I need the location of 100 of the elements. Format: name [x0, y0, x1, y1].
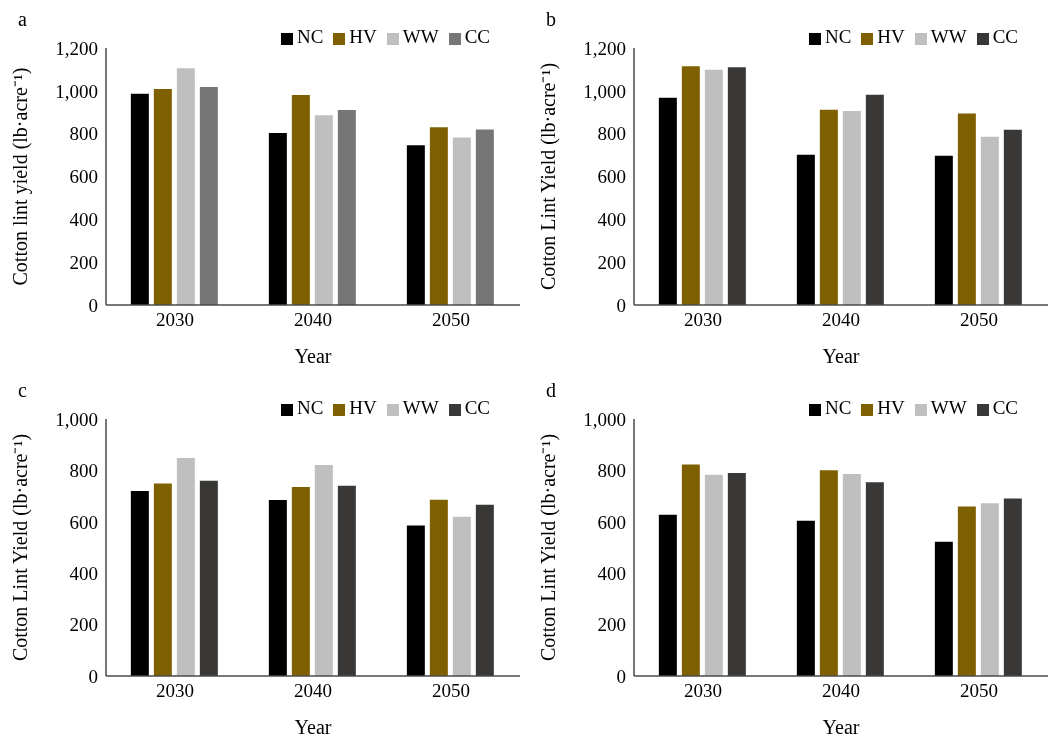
legend-label: NC	[824, 26, 852, 47]
bar	[727, 472, 746, 676]
bar	[681, 464, 700, 676]
legend-label: WW	[930, 397, 967, 418]
x-axis-title: Year	[822, 716, 860, 738]
x-tick-label: 2040	[822, 309, 860, 331]
y-axis-title: Cotton Lint Yield (lb·acre⁻¹)	[537, 62, 561, 291]
legend-label: WW	[402, 26, 439, 47]
y-tick-label: 600	[69, 511, 98, 533]
bar	[704, 474, 723, 676]
chart-title: d	[546, 379, 556, 402]
y-tick-label: 800	[597, 123, 626, 145]
y-tick-label: 1,000	[55, 408, 98, 430]
y-tick-label: 600	[69, 166, 98, 188]
y-tick-label: 1,000	[583, 80, 626, 102]
x-tick-label: 2030	[684, 309, 722, 331]
bar	[291, 94, 310, 305]
bar	[865, 94, 884, 305]
bar	[291, 487, 310, 676]
bar	[406, 145, 425, 305]
legend-label: HV	[877, 26, 905, 47]
bar	[842, 474, 861, 676]
bar	[199, 86, 218, 305]
bar	[199, 480, 218, 676]
bar	[130, 490, 149, 676]
bar	[337, 110, 356, 305]
x-tick-label: 2050	[432, 309, 470, 331]
bar	[727, 67, 746, 305]
x-tick-label: 2030	[156, 309, 194, 331]
bar	[980, 503, 999, 676]
bar	[475, 129, 494, 305]
y-tick-label: 200	[597, 614, 626, 636]
legend-label: CC	[464, 397, 490, 418]
y-axis-title: Cotton Lint Yield (lb·acre⁻¹)	[537, 433, 561, 662]
chart-title: c	[18, 379, 27, 402]
legend-label: NC	[296, 397, 324, 418]
y-tick-label: 0	[88, 294, 98, 316]
legend-label: NC	[296, 26, 324, 47]
x-axis-title: Year	[294, 345, 332, 367]
bar	[842, 110, 861, 305]
bar	[957, 506, 976, 676]
y-tick-label: 1,000	[55, 80, 98, 102]
y-axis-title: Cotton Lint Yield (lb·acre⁻¹)	[9, 433, 33, 662]
y-tick-label: 0	[616, 294, 626, 316]
y-tick-label: 200	[69, 614, 98, 636]
x-axis-title: Year	[822, 345, 860, 367]
y-tick-label: 800	[69, 460, 98, 482]
bar	[934, 155, 953, 305]
legend-label: HV	[349, 26, 377, 47]
bar	[130, 93, 149, 305]
bar	[452, 516, 471, 676]
x-tick-label: 2050	[960, 680, 998, 702]
bar	[429, 127, 448, 305]
bar	[176, 68, 195, 305]
y-tick-label: 1,200	[583, 37, 626, 59]
y-tick-label: 1,000	[583, 408, 626, 430]
x-axis-title: Year	[294, 716, 332, 738]
bar	[980, 136, 999, 305]
bar	[314, 115, 333, 305]
bar	[268, 499, 287, 676]
x-tick-label: 2040	[822, 680, 860, 702]
y-tick-label: 600	[597, 511, 626, 533]
bar	[406, 525, 425, 676]
chart-title: b	[546, 8, 556, 31]
legend-label: WW	[930, 26, 967, 47]
bar	[429, 499, 448, 676]
bar	[796, 154, 815, 305]
legend-label: CC	[992, 397, 1018, 418]
x-tick-label: 2030	[156, 680, 194, 702]
legend-label: CC	[992, 26, 1018, 47]
bar	[314, 465, 333, 676]
y-tick-label: 200	[597, 251, 626, 273]
y-tick-label: 0	[88, 665, 98, 687]
y-tick-label: 400	[69, 209, 98, 231]
bar	[337, 485, 356, 676]
x-tick-label: 2040	[294, 309, 332, 331]
x-tick-label: 2040	[294, 680, 332, 702]
bar	[957, 113, 976, 305]
legend-label: WW	[402, 397, 439, 418]
bar	[153, 483, 172, 676]
y-tick-label: 800	[69, 123, 98, 145]
y-tick-label: 200	[69, 251, 98, 273]
bar	[704, 69, 723, 305]
y-tick-label: 1,200	[55, 37, 98, 59]
legend-label: CC	[464, 26, 490, 47]
y-tick-label: 800	[597, 460, 626, 482]
bar	[1003, 498, 1022, 676]
bar	[153, 88, 172, 305]
y-axis-title: Cotton lint yield (lb·acre⁻¹)	[9, 67, 33, 286]
x-tick-label: 2050	[960, 309, 998, 331]
bar	[1003, 129, 1022, 305]
bar	[475, 504, 494, 676]
bar	[865, 482, 884, 676]
bar	[819, 109, 838, 305]
bar	[452, 137, 471, 305]
y-tick-label: 600	[597, 166, 626, 188]
y-tick-label: 400	[597, 562, 626, 584]
legend-label: NC	[824, 397, 852, 418]
bar	[658, 514, 677, 676]
bar	[176, 458, 195, 676]
